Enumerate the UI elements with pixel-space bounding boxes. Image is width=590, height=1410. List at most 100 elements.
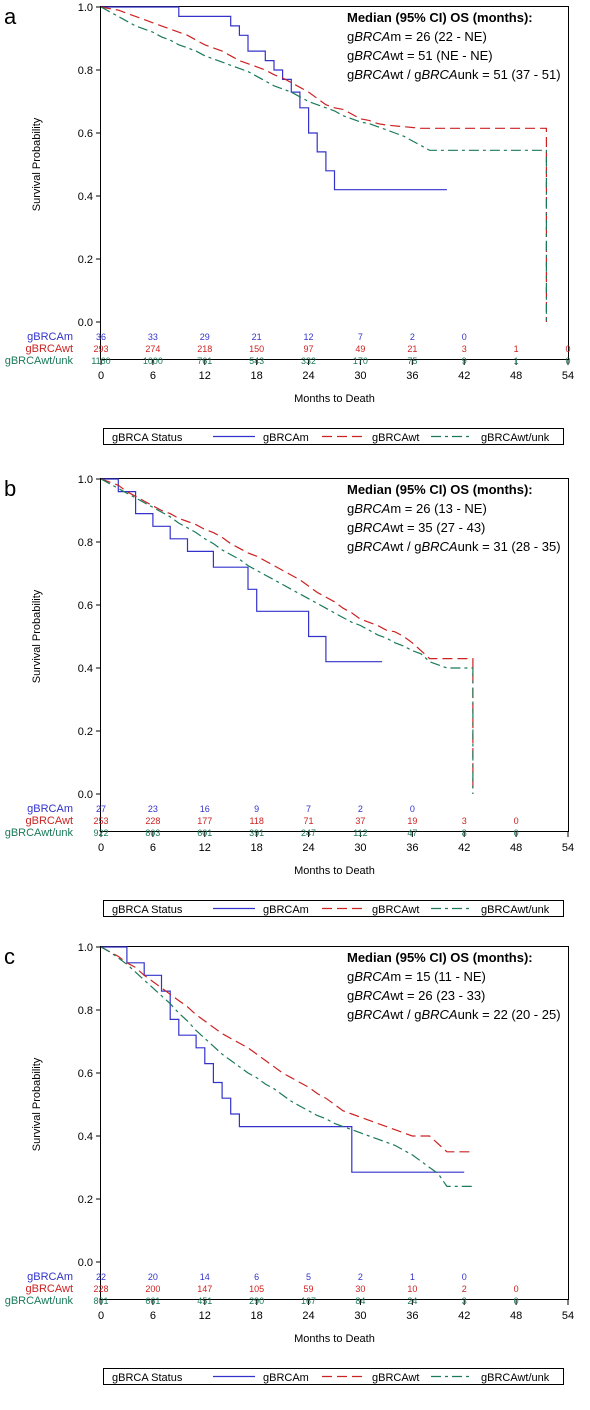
legend-entry-label: gBRCAwt/unk [481, 904, 550, 916]
risk-table-row-label: gBRCAwt [26, 815, 73, 827]
risk-table-cell: 661 [145, 1296, 160, 1306]
risk-table-row-label: gBRCAm [27, 331, 73, 343]
risk-table-cell: 0 [514, 1284, 519, 1294]
risk-table-cell: 150 [249, 344, 264, 354]
risk-table-cell: 170 [353, 356, 368, 366]
y-axis-label: Survival Probability [31, 589, 43, 683]
annotation-line: gBRCAwt / gBRCAunk = 31 (28 - 35) [347, 539, 561, 554]
risk-table-cell: 1 [410, 1272, 415, 1282]
annotation-text: g [347, 520, 354, 535]
risk-table-row-label: gBRCAwt [26, 1283, 73, 1295]
legend-box [103, 900, 564, 917]
annotation-gene-italic: BRCA [421, 539, 457, 554]
risk-table-cell: 2 [410, 332, 415, 342]
risk-table-cell: 1160 [91, 356, 110, 366]
risk-table-cell: 391 [249, 828, 264, 838]
annotation-text: g [347, 48, 354, 63]
risk-table-cell: 147 [197, 1284, 212, 1294]
risk-table-cell: 84 [355, 1296, 365, 1306]
risk-table-cell: 49 [355, 344, 365, 354]
annotation-gene-italic: BRCA [421, 1007, 457, 1022]
series-line-gbrcam [101, 478, 383, 663]
km-chart-a: a 0.0 0.2 0.4 0.6 0.8 1.0 Survival Probability 0… [4, 2, 574, 445]
y-tick-label: 0.0 [78, 317, 93, 329]
risk-table-row-label: gBRCAm [27, 1271, 73, 1283]
x-tick-label: 0 [98, 370, 104, 382]
km-chart-c: c 0.0 0.2 0.4 0.6 0.8 1.0 Survival Probability 0… [4, 942, 574, 1385]
annotation-gene-italic: BRCA [354, 501, 390, 516]
risk-table-cell: 0 [410, 804, 415, 814]
risk-table-cell: 803 [145, 828, 160, 838]
risk-table-cell: 16 [200, 804, 210, 814]
risk-table-cell: 274 [145, 344, 160, 354]
risk-table-cell: 21 [407, 344, 417, 354]
risk-table-cell: 20 [148, 1272, 158, 1282]
annotation-line: gBRCAm = 26 (22 - NE) [347, 29, 487, 44]
risk-table-cell: 19 [407, 816, 417, 826]
y-tick-label: 0.2 [78, 254, 93, 266]
risk-table-cell: 2 [358, 804, 363, 814]
risk-table-row-label: gBRCAwt [26, 343, 73, 355]
legend-entry-label: gBRCAwt [372, 432, 419, 444]
risk-table-cell: 6 [254, 1272, 259, 1282]
series-line-gbrcawt [100, 946, 473, 1153]
x-tick-label: 24 [302, 370, 314, 382]
annotation-text: unk = 51 (37 - 51) [458, 67, 561, 82]
annotation-line: gBRCAwt = 26 (23 - 33) [347, 988, 485, 1003]
y-tick-label: 0.0 [78, 789, 93, 801]
annotation-gene-italic: BRCA [354, 520, 390, 535]
x-tick-label: 54 [562, 370, 574, 382]
annotation-text: m = 15 (11 - NE) [390, 969, 485, 984]
plot-frame [100, 946, 569, 1300]
annotation-line: gBRCAwt = 51 (NE - NE) [347, 48, 493, 63]
x-tick-label: 6 [150, 1310, 156, 1322]
annotation-text: g [347, 67, 354, 82]
x-tick-label: 48 [510, 1310, 522, 1322]
risk-table-cell: 47 [407, 828, 417, 838]
y-tick-label: 0.6 [78, 1068, 93, 1080]
risk-table-cell: 167 [301, 1296, 316, 1306]
annotation-text: m = 26 (22 - NE) [390, 29, 486, 44]
plot-frame [100, 478, 569, 832]
risk-table-cell: 22 [96, 1272, 106, 1282]
km-chart-b: b 0.0 0.2 0.4 0.6 0.8 1.0 Survival Probability 0… [4, 474, 574, 917]
annotation-text: unk = 22 (20 - 25) [458, 1007, 561, 1022]
y-tick-label: 1.0 [78, 942, 93, 954]
risk-table-cell: 1000 [143, 356, 163, 366]
risk-table-row-label: gBRCAwt/unk [5, 827, 74, 839]
risk-table-cell: 75 [407, 356, 417, 366]
risk-table-cell: 0 [462, 332, 467, 342]
annotation-text: wt = 51 (NE - NE) [389, 48, 492, 63]
y-tick-label: 1.0 [78, 2, 93, 14]
y-tick-label: 0.4 [78, 663, 93, 675]
risk-table-cell: 177 [197, 816, 212, 826]
annotation-line: gBRCAwt = 35 (27 - 43) [347, 520, 485, 535]
risk-table-cell: 3 [462, 1296, 467, 1306]
x-tick-label: 12 [199, 842, 211, 854]
risk-table-cell: 601 [197, 828, 212, 838]
risk-table-cell: 97 [304, 344, 314, 354]
risk-table-cell: 0 [514, 1296, 519, 1306]
risk-table-cell: 24 [407, 1296, 417, 1306]
y-tick-label: 0.4 [78, 1131, 93, 1143]
x-tick-label: 42 [458, 1310, 470, 1322]
risk-table-cell: 200 [145, 1284, 160, 1294]
x-tick-label: 6 [150, 842, 156, 854]
risk-table-cell: 293 [93, 344, 108, 354]
risk-table-cell: 12 [304, 332, 314, 342]
risk-table-cell: 922 [93, 828, 108, 838]
y-tick-label: 0.6 [78, 600, 93, 612]
risk-table-cell: 228 [145, 816, 160, 826]
annotation-gene-italic: BRCA [354, 1007, 390, 1022]
series-line-gbrcam [101, 946, 465, 1173]
y-tick-label: 0.4 [78, 191, 93, 203]
risk-table-cell: 9 [254, 804, 259, 814]
y-axis-label: Survival Probability [31, 1057, 43, 1151]
risk-table-cell: 30 [355, 1284, 365, 1294]
risk-table-cell: 21 [252, 332, 262, 342]
annotation-text: g [347, 539, 354, 554]
annotation-text: wt = 26 (23 - 33) [389, 988, 485, 1003]
x-tick-label: 18 [251, 842, 263, 854]
x-axis-label: Months to Death [294, 393, 375, 405]
annotation-line: gBRCAwt / gBRCAunk = 22 (20 - 25) [347, 1007, 561, 1022]
